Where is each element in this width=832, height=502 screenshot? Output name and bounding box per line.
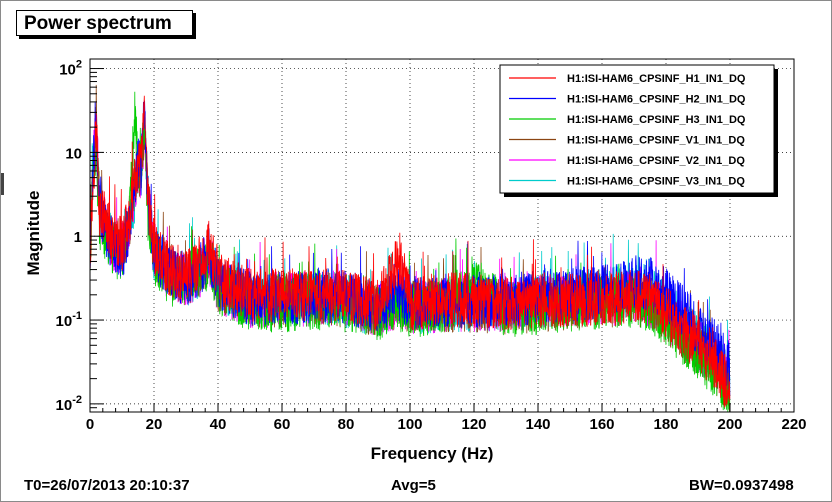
- x-tick-label: 100: [397, 416, 422, 433]
- legend-box: [499, 64, 775, 194]
- x-tick-label: 80: [338, 416, 355, 433]
- legend-label: H1:ISI-HAM6_CPSINF_H2_IN1_DQ: [567, 94, 746, 106]
- x-tick-label: 120: [461, 416, 486, 433]
- x-axis-label: Frequency (Hz): [371, 444, 494, 463]
- x-tick-label: 60: [274, 416, 291, 433]
- legend-label: H1:ISI-HAM6_CPSINF_V1_IN1_DQ: [567, 135, 745, 147]
- x-tick-label: 0: [86, 416, 94, 433]
- chart-title: Power spectrum: [24, 13, 172, 34]
- x-tick-label: 220: [781, 416, 806, 433]
- x-tick-label: 160: [589, 416, 614, 433]
- legend-label: H1:ISI-HAM6_CPSINF_H3_IN1_DQ: [567, 114, 746, 126]
- axis-layer: 0 20 40 60 80 100 120 140 160 180 200 220 10-2 10-1 1 1…: [56, 59, 807, 433]
- legend: H1:ISI-HAM6_CPSINF_H1_IN1_DQ H1:ISI-HAM6_…: [499, 64, 778, 197]
- footer-avg: Avg=5: [391, 477, 436, 494]
- window-edge-mark: [1, 173, 4, 195]
- x-tick-label: 180: [653, 416, 678, 433]
- footer-bw: BW=0.0937498: [689, 477, 794, 494]
- y-tick-label: 102: [59, 59, 82, 79]
- chart-title-box: Power spectrum: [16, 10, 193, 36]
- y-tick-label: 10-1: [56, 310, 82, 330]
- x-tick-label: 200: [717, 416, 742, 433]
- legend-entries: H1:ISI-HAM6_CPSINF_H1_IN1_DQ H1:ISI-HAM6_…: [509, 73, 746, 188]
- y-tick-label: 10: [65, 145, 82, 162]
- legend-label: H1:ISI-HAM6_CPSINF_H1_IN1_DQ: [567, 73, 746, 85]
- legend-label: H1:ISI-HAM6_CPSINF_V2_IN1_DQ: [567, 155, 745, 167]
- series-line: [89, 95, 731, 408]
- series-layer: [89, 84, 731, 413]
- x-tick-label: 20: [146, 416, 163, 433]
- y-tick-label: 10-2: [56, 394, 82, 414]
- footer-t0: T0=26/07/2013 20:10:37: [24, 477, 190, 494]
- x-tick-label: 40: [210, 416, 227, 433]
- y-tick-label: 1: [74, 229, 82, 246]
- x-tick-label: 140: [525, 416, 550, 433]
- plot-area-border: [89, 58, 795, 413]
- y-axis-label: Magnitude: [24, 191, 43, 276]
- legend-label: H1:ISI-HAM6_CPSINF_V3_IN1_DQ: [567, 176, 745, 188]
